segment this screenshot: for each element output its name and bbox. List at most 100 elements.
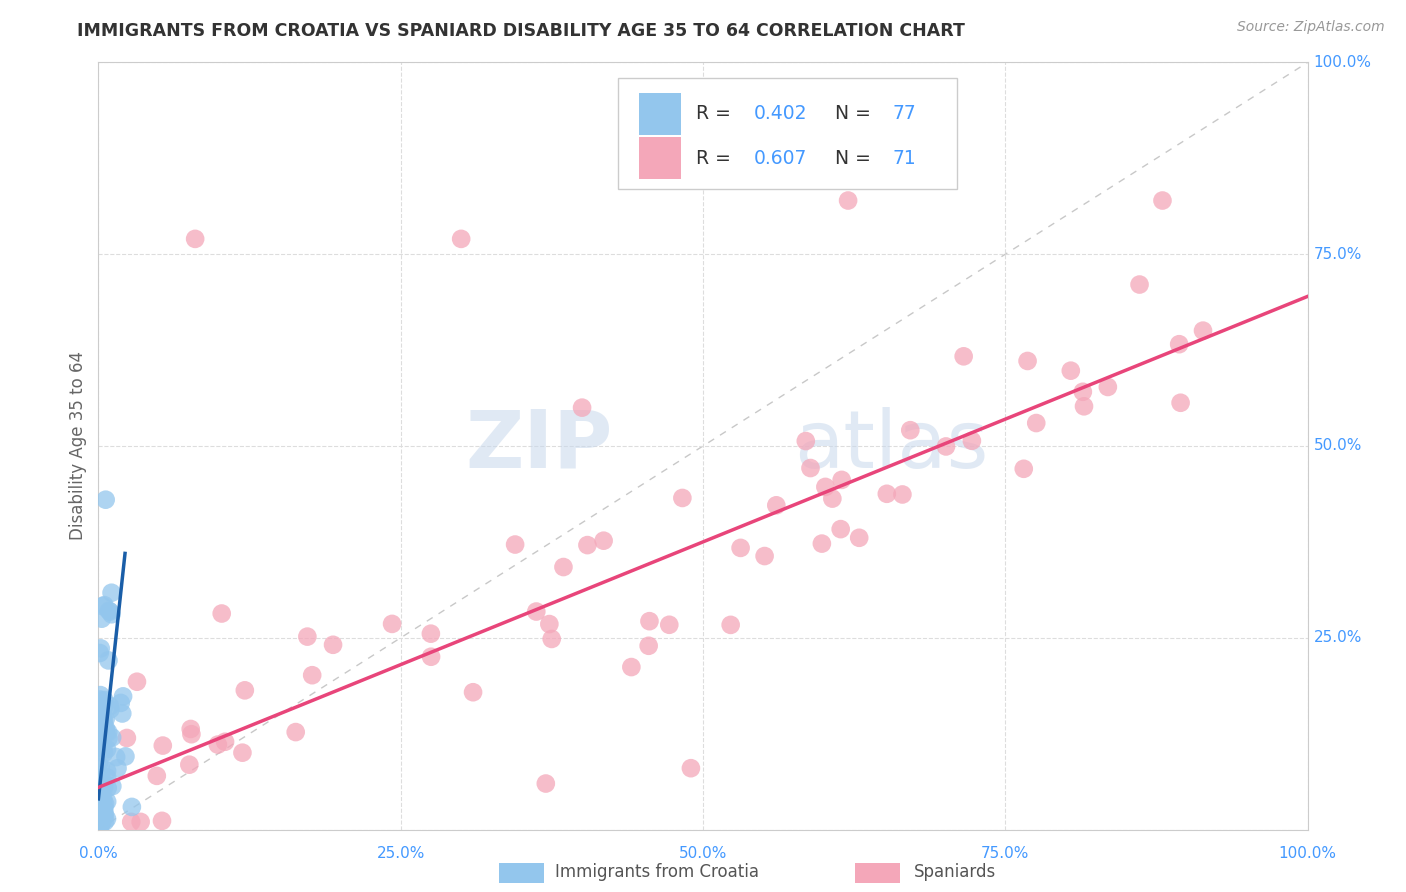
- Point: [94, 721, 117, 735]
- Point: [571, 401, 593, 415]
- Point: [90, 641, 112, 656]
- Point: [90, 710, 112, 724]
- Text: 71: 71: [893, 149, 917, 168]
- Point: [97, 653, 120, 667]
- Text: Spaniards: Spaniards: [914, 863, 995, 881]
- Point: [233, 683, 256, 698]
- Point: [111, 706, 134, 721]
- Point: [93, 693, 115, 707]
- Point: [637, 639, 659, 653]
- Point: [576, 538, 599, 552]
- Point: [1128, 277, 1150, 292]
- Point: [420, 649, 443, 664]
- Point: [730, 541, 752, 555]
- Point: [534, 776, 557, 790]
- Point: [89, 775, 111, 789]
- Point: [1060, 364, 1083, 378]
- Point: [1152, 194, 1174, 208]
- Point: [1017, 354, 1039, 368]
- Point: [87, 815, 110, 830]
- Text: R =: R =: [696, 149, 737, 168]
- Point: [93, 712, 115, 726]
- Point: [301, 668, 323, 682]
- Text: 75.0%: 75.0%: [981, 847, 1029, 862]
- Point: [87, 756, 110, 771]
- Point: [814, 480, 837, 494]
- Point: [1170, 396, 1192, 410]
- Text: Source: ZipAtlas.com: Source: ZipAtlas.com: [1237, 20, 1385, 34]
- Point: [90, 783, 112, 797]
- Point: [180, 727, 202, 741]
- Text: 50.0%: 50.0%: [679, 847, 727, 862]
- Point: [837, 194, 859, 208]
- Point: [87, 732, 110, 747]
- Point: [419, 626, 441, 640]
- Point: [89, 805, 111, 819]
- Text: 0.402: 0.402: [754, 104, 807, 123]
- Point: [211, 607, 233, 621]
- Point: [93, 805, 115, 819]
- Point: [89, 688, 111, 702]
- Point: [96, 764, 118, 778]
- Point: [184, 232, 207, 246]
- Point: [831, 473, 853, 487]
- Point: [100, 586, 122, 600]
- Point: [90, 816, 112, 830]
- Point: [91, 599, 114, 614]
- Text: ZIP: ZIP: [465, 407, 613, 485]
- Point: [1073, 399, 1095, 413]
- Point: [90, 817, 112, 831]
- Point: [503, 537, 526, 551]
- Point: [952, 349, 974, 363]
- Point: [450, 232, 472, 246]
- Point: [848, 531, 870, 545]
- Point: [146, 769, 169, 783]
- Point: [1012, 462, 1035, 476]
- Point: [89, 646, 111, 660]
- Point: [1071, 384, 1094, 399]
- Point: [94, 492, 117, 507]
- Point: [89, 809, 111, 823]
- FancyBboxPatch shape: [619, 78, 957, 189]
- Point: [110, 696, 132, 710]
- Point: [152, 739, 174, 753]
- Text: 25.0%: 25.0%: [377, 847, 425, 862]
- Y-axis label: Disability Age 35 to 64: Disability Age 35 to 64: [69, 351, 87, 541]
- Point: [1097, 380, 1119, 394]
- Point: [100, 702, 122, 716]
- Point: [90, 800, 112, 814]
- Point: [94, 724, 117, 739]
- Point: [524, 605, 547, 619]
- Point: [125, 674, 148, 689]
- Point: [461, 685, 484, 699]
- Point: [97, 780, 120, 795]
- Point: [112, 690, 135, 704]
- Point: [91, 705, 114, 719]
- Point: [876, 487, 898, 501]
- Point: [93, 780, 115, 795]
- Text: N =: N =: [823, 149, 876, 168]
- Point: [90, 768, 112, 782]
- Point: [94, 814, 117, 829]
- Point: [89, 797, 111, 812]
- Point: [891, 487, 914, 501]
- Point: [214, 735, 236, 749]
- Point: [93, 701, 115, 715]
- Point: [91, 794, 114, 808]
- Text: 25.0%: 25.0%: [1313, 631, 1362, 645]
- Point: [96, 795, 118, 809]
- Point: [100, 607, 122, 622]
- Point: [89, 794, 111, 808]
- Point: [935, 439, 957, 453]
- Point: [129, 814, 152, 829]
- Point: [960, 434, 983, 448]
- Point: [89, 692, 111, 706]
- Point: [120, 814, 142, 829]
- Point: [794, 434, 817, 448]
- Point: [284, 725, 307, 739]
- Point: [231, 746, 253, 760]
- Point: [94, 797, 117, 811]
- Point: [90, 802, 112, 816]
- Text: IMMIGRANTS FROM CROATIA VS SPANIARD DISABILITY AGE 35 TO 64 CORRELATION CHART: IMMIGRANTS FROM CROATIA VS SPANIARD DISA…: [77, 22, 965, 40]
- Point: [93, 715, 115, 730]
